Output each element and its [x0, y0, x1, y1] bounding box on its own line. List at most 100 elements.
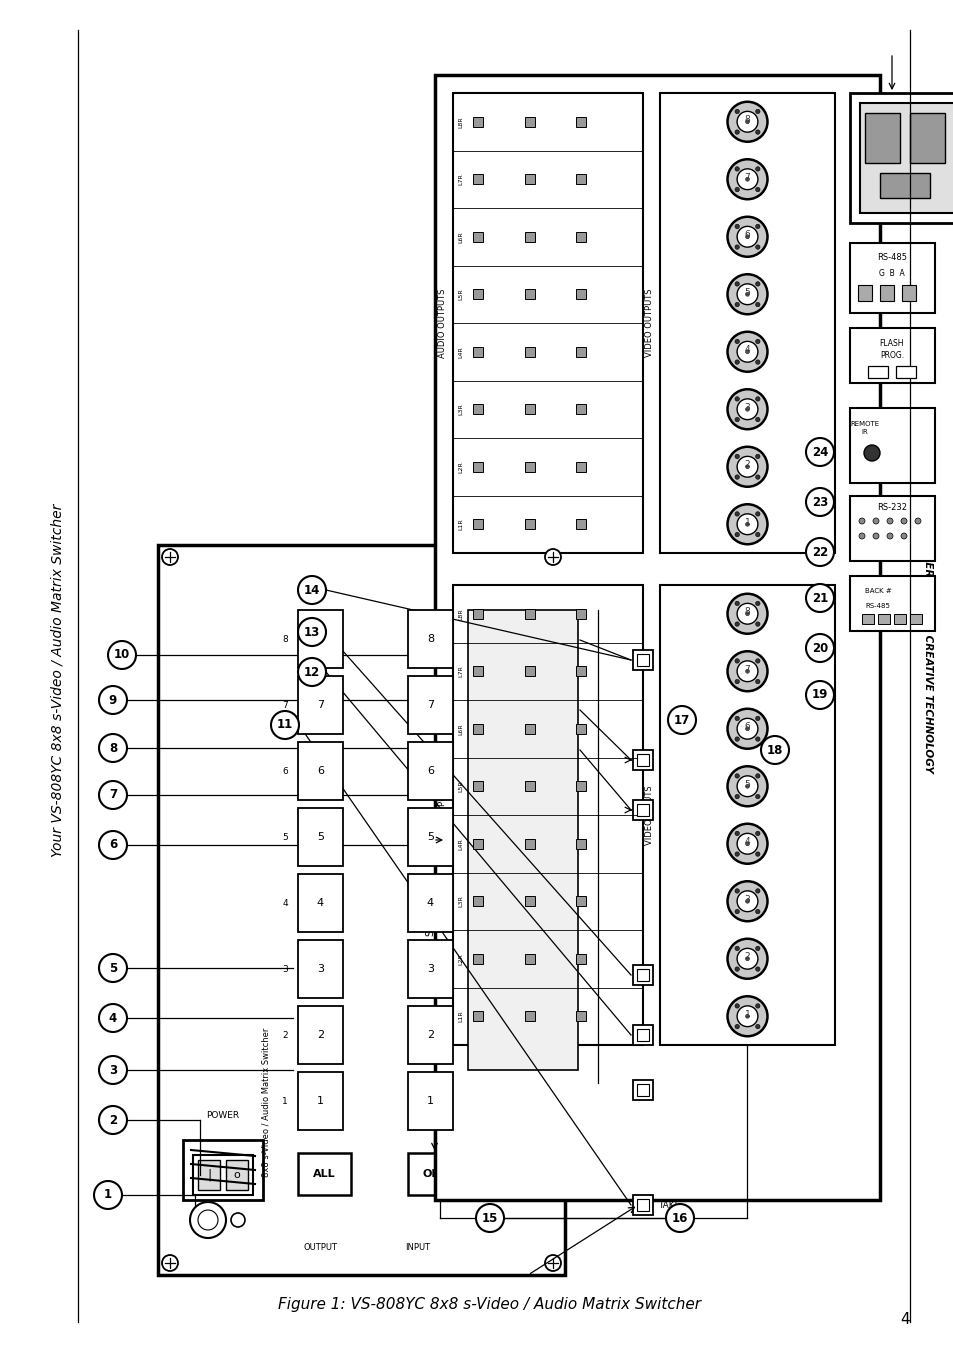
Circle shape	[805, 681, 833, 708]
Text: 7: 7	[427, 700, 434, 710]
Text: RS-485: RS-485	[876, 254, 906, 262]
Circle shape	[94, 1182, 122, 1209]
Circle shape	[755, 967, 760, 971]
Circle shape	[737, 341, 757, 362]
Text: L7R: L7R	[457, 173, 462, 185]
Circle shape	[734, 602, 739, 606]
Circle shape	[734, 679, 739, 684]
Text: 2: 2	[744, 460, 749, 469]
Bar	[297, 1072, 343, 1130]
Circle shape	[727, 938, 767, 979]
Circle shape	[755, 622, 760, 626]
Circle shape	[734, 795, 739, 799]
Bar	[473, 781, 482, 791]
Circle shape	[190, 1202, 226, 1238]
Circle shape	[734, 360, 739, 364]
Circle shape	[734, 511, 739, 516]
Circle shape	[162, 1255, 178, 1271]
Circle shape	[858, 533, 864, 539]
Circle shape	[727, 652, 767, 691]
Bar	[473, 231, 482, 242]
Bar	[524, 953, 534, 964]
Circle shape	[744, 611, 749, 615]
Text: OFF: OFF	[422, 1169, 446, 1179]
Bar	[297, 742, 343, 800]
Bar	[659, 585, 834, 1045]
Circle shape	[755, 454, 760, 458]
Circle shape	[734, 717, 739, 721]
Text: 7: 7	[744, 665, 750, 673]
Bar	[473, 838, 482, 849]
Text: 2: 2	[316, 1030, 324, 1040]
Bar	[524, 519, 534, 529]
Bar	[849, 243, 934, 314]
Text: KRAMER:  SIMPLE CREATIVE TECHNOLOGY: KRAMER: SIMPLE CREATIVE TECHNOLOGY	[923, 527, 932, 773]
Circle shape	[755, 773, 760, 779]
Text: 12: 12	[304, 665, 320, 679]
Bar	[473, 174, 482, 184]
Circle shape	[744, 120, 749, 124]
Circle shape	[744, 522, 749, 526]
Text: 3: 3	[744, 403, 750, 412]
Bar	[576, 231, 586, 242]
Bar	[297, 610, 343, 668]
Text: 11: 11	[276, 718, 293, 731]
Text: L5R: L5R	[457, 780, 462, 792]
Bar	[524, 289, 534, 299]
Text: 24: 24	[811, 446, 827, 458]
Text: 5: 5	[427, 831, 434, 842]
Bar	[297, 1153, 351, 1195]
Text: 6: 6	[454, 754, 459, 763]
Circle shape	[734, 888, 739, 894]
Text: 1: 1	[744, 518, 750, 527]
Circle shape	[544, 549, 560, 565]
Text: 3: 3	[282, 964, 288, 973]
Text: 7: 7	[316, 700, 324, 710]
Circle shape	[755, 946, 760, 950]
Bar	[297, 940, 343, 998]
Circle shape	[755, 281, 760, 287]
Bar	[576, 953, 586, 964]
Bar	[524, 781, 534, 791]
Bar	[524, 896, 534, 906]
Text: 5: 5	[744, 780, 750, 788]
Bar	[633, 800, 652, 821]
Circle shape	[805, 584, 833, 612]
Bar	[576, 608, 586, 619]
Bar	[473, 896, 482, 906]
Text: 8: 8	[427, 634, 434, 644]
Circle shape	[755, 1025, 760, 1029]
Circle shape	[297, 618, 326, 646]
Bar	[473, 608, 482, 619]
Circle shape	[734, 418, 739, 422]
Bar	[473, 1011, 482, 1021]
Bar	[909, 114, 944, 164]
Bar	[576, 174, 586, 184]
Text: L1R: L1R	[457, 518, 462, 530]
Circle shape	[755, 511, 760, 516]
Text: L3R: L3R	[457, 895, 462, 907]
Text: L2R: L2R	[457, 953, 462, 964]
Text: VS-808YC: VS-808YC	[544, 876, 557, 944]
Circle shape	[727, 996, 767, 1036]
Bar	[524, 116, 534, 127]
Circle shape	[755, 130, 760, 134]
Bar	[473, 404, 482, 414]
Text: AFV: AFV	[658, 971, 675, 979]
Bar	[637, 754, 648, 767]
Bar	[408, 1006, 453, 1064]
Text: 4: 4	[744, 837, 749, 846]
Bar	[297, 873, 343, 932]
Text: 13: 13	[304, 626, 320, 638]
Bar	[473, 953, 482, 964]
Text: FLASH: FLASH	[879, 338, 903, 347]
Circle shape	[99, 685, 127, 714]
Bar	[473, 519, 482, 529]
Bar	[408, 808, 453, 867]
Text: L1R: L1R	[457, 1010, 462, 1022]
Circle shape	[737, 718, 757, 740]
Circle shape	[755, 737, 760, 741]
Circle shape	[108, 641, 136, 669]
Bar	[524, 723, 534, 734]
Circle shape	[734, 303, 739, 307]
